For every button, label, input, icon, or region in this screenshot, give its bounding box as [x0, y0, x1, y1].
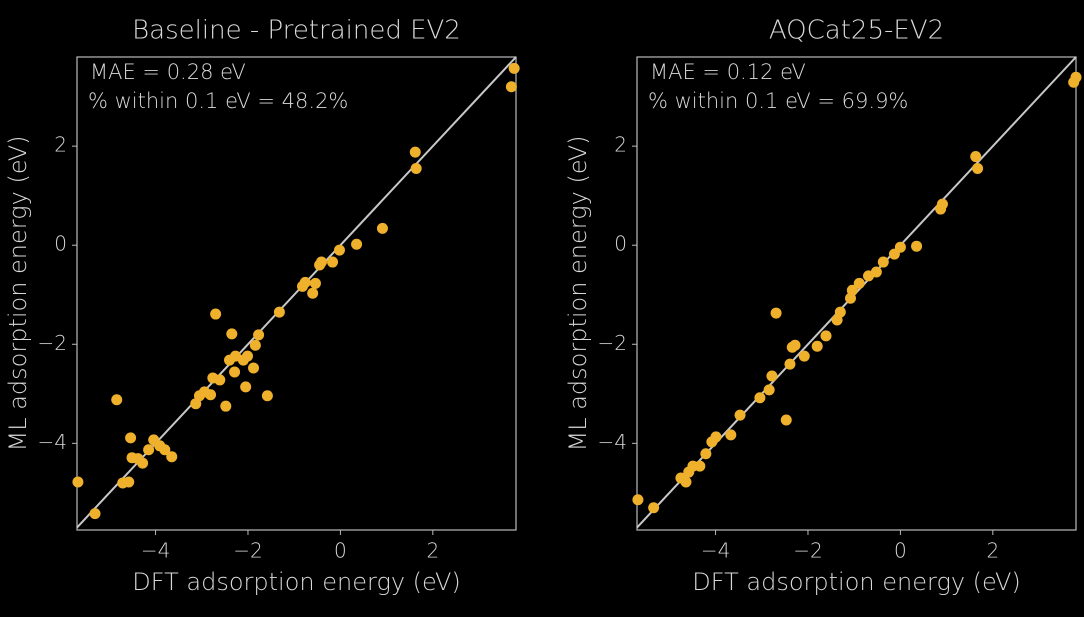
point — [972, 162, 984, 174]
y-tick-label: 0 — [54, 232, 67, 256]
chart-title: AQCat25-EV2 — [769, 16, 944, 46]
point — [220, 400, 232, 412]
point — [249, 339, 261, 351]
x-tick-label: 0 — [334, 539, 347, 563]
point — [89, 508, 101, 520]
y-axis-label: ML adsorption energy (eV) — [564, 135, 592, 451]
point — [229, 366, 241, 378]
point — [253, 329, 265, 341]
point — [117, 477, 129, 489]
point — [877, 256, 889, 268]
point — [261, 390, 273, 402]
point — [210, 308, 222, 320]
point — [351, 238, 363, 250]
point — [683, 466, 695, 478]
point — [784, 358, 796, 370]
point — [789, 339, 801, 351]
point — [190, 398, 202, 410]
annotation: MAE = 0.28 eV — [90, 60, 246, 84]
point — [853, 277, 865, 289]
point — [831, 314, 843, 326]
y-tick-label: −4 — [598, 430, 627, 454]
point — [754, 392, 766, 404]
point — [307, 287, 319, 299]
point — [700, 448, 712, 460]
point — [410, 162, 422, 174]
x-tick-label: 2 — [426, 539, 439, 563]
point — [770, 307, 782, 319]
point — [508, 62, 520, 74]
point — [725, 429, 737, 441]
point — [207, 372, 219, 384]
point — [766, 370, 778, 382]
point — [935, 203, 947, 215]
x-tick-label: 2 — [986, 539, 999, 563]
y-tick-label: −2 — [38, 331, 67, 355]
point — [333, 244, 345, 256]
y-tick-label: 0 — [614, 232, 627, 256]
point — [409, 146, 421, 158]
y-axis-label: ML adsorption energy (eV) — [4, 135, 32, 451]
x-tick-label: −4 — [141, 539, 170, 563]
point — [248, 362, 260, 374]
point — [223, 354, 235, 366]
point — [706, 436, 718, 448]
point — [648, 502, 660, 514]
x-tick-label: −4 — [701, 539, 730, 563]
point — [297, 280, 309, 292]
y-tick-label: −2 — [598, 331, 627, 355]
y-tick-label: 2 — [614, 133, 627, 157]
point — [111, 394, 123, 406]
point — [148, 434, 160, 446]
annotation: % within 0.1 eV = 48.2% — [88, 89, 348, 113]
point — [888, 248, 900, 260]
point — [166, 451, 178, 463]
point — [273, 306, 285, 318]
point — [314, 259, 326, 271]
point — [327, 256, 339, 268]
point — [309, 277, 321, 289]
point — [675, 472, 687, 484]
point — [863, 270, 875, 282]
point — [126, 452, 138, 464]
x-tick-label: −2 — [233, 539, 262, 563]
x-tick-label: 0 — [894, 539, 907, 563]
x-axis-label: DFT adsorption energy (eV) — [132, 568, 460, 596]
point — [844, 292, 856, 304]
point — [505, 81, 517, 93]
point — [125, 432, 137, 444]
point — [811, 340, 823, 352]
point — [1068, 76, 1080, 88]
point — [240, 381, 252, 393]
point — [820, 330, 832, 342]
annotation: MAE = 0.12 eV — [650, 60, 806, 84]
point — [798, 350, 810, 362]
point — [911, 240, 923, 252]
point — [970, 151, 982, 163]
point — [763, 384, 775, 396]
point — [780, 414, 792, 426]
x-axis-label: DFT adsorption energy (eV) — [692, 568, 1020, 596]
point — [632, 494, 644, 506]
y-tick-label: 2 — [54, 133, 67, 157]
point — [143, 444, 155, 456]
point — [376, 222, 388, 234]
y-tick-label: −4 — [38, 430, 67, 454]
chart-title: Baseline - Pretrained EV2 — [132, 16, 461, 46]
point — [72, 476, 84, 488]
x-tick-label: −2 — [793, 539, 822, 563]
point — [734, 409, 746, 421]
point — [226, 328, 238, 340]
annotation: % within 0.1 eV = 69.9% — [648, 89, 908, 113]
